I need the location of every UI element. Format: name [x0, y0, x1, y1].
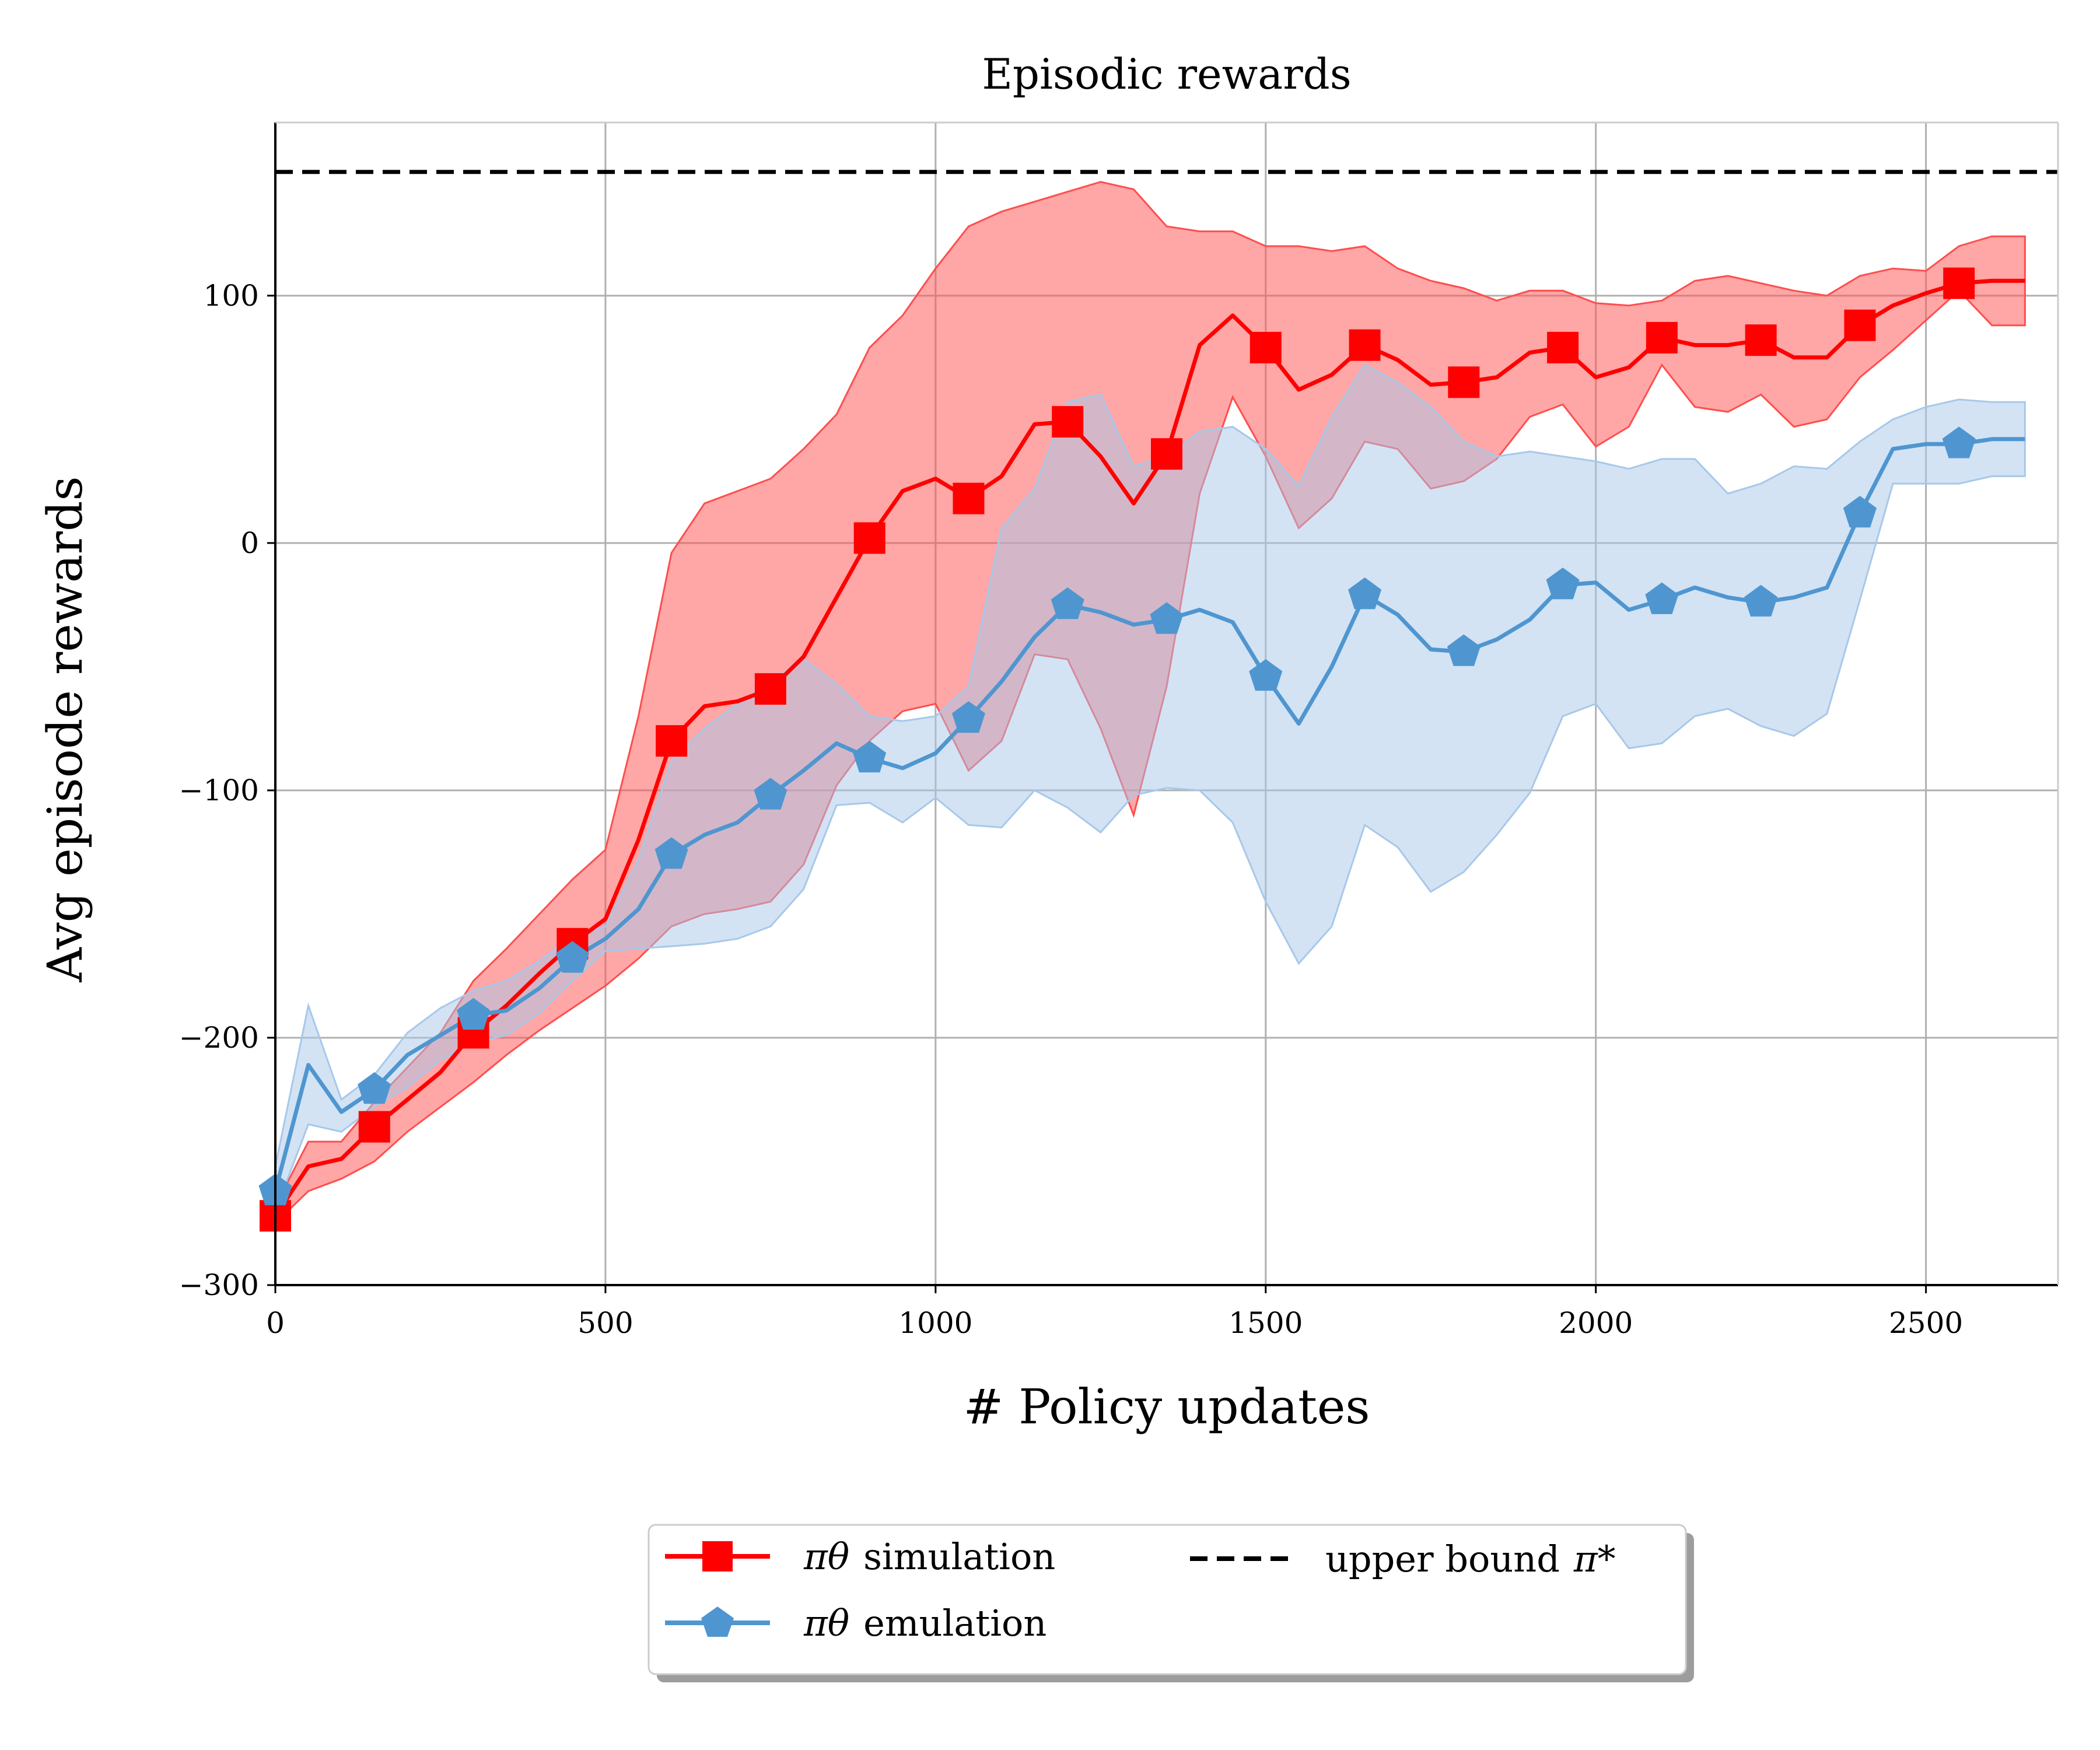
legend-symbol-simulation: πθ	[803, 1535, 849, 1578]
marker-square	[358, 1111, 390, 1143]
marker-pentagon	[555, 941, 589, 973]
marker-square	[1052, 406, 1084, 438]
marker-pentagon	[1150, 602, 1184, 634]
marker-pentagon	[1546, 568, 1580, 600]
marker-pentagon	[1348, 577, 1382, 610]
marker-square	[853, 522, 886, 554]
axes	[267, 121, 2059, 1293]
legend-text-upper-bound: upper bound	[1325, 1538, 1560, 1580]
marker-square	[953, 482, 985, 514]
marker-square	[1151, 438, 1182, 470]
marker-pentagon	[1447, 634, 1480, 666]
marker-square	[754, 673, 786, 705]
confidence-bands	[274, 181, 2026, 1226]
marker-pentagon	[1942, 426, 1976, 459]
svg-text:upper bound π*: upper bound π*	[1325, 1538, 1616, 1580]
x-tick-label: 2500	[1889, 1306, 1963, 1340]
x-tick-label: 1000	[898, 1306, 972, 1340]
legend-marker-emulation	[701, 1606, 734, 1637]
chart-title: Episodic rewards	[982, 50, 1351, 99]
legend-text-emulation: emulation	[863, 1602, 1046, 1644]
marker-pentagon	[1843, 496, 1877, 528]
series-markers	[258, 267, 1976, 1232]
marker-square	[1943, 267, 1975, 299]
x-tick-label: 500	[578, 1306, 633, 1340]
y-axis-label: Avg episode rewards	[38, 476, 93, 982]
y-tick-label: −300	[179, 1268, 259, 1302]
marker-square	[1349, 329, 1381, 361]
marker-pentagon	[1645, 582, 1679, 614]
legend-item-simulation: πθ simulation	[665, 1535, 1055, 1578]
legend-item-upper-bound: upper bound π*	[1190, 1538, 1616, 1580]
legend-symbol-upper-bound: π*	[1573, 1538, 1616, 1580]
legend: πθ simulation πθ emulation upper bound π…	[648, 1524, 1694, 1682]
marker-square	[656, 725, 688, 757]
marker-square	[1844, 309, 1876, 341]
marker-square	[1250, 331, 1282, 363]
marker-square	[1646, 321, 1678, 354]
marker-pentagon	[1744, 584, 1778, 617]
marker-pentagon	[654, 837, 688, 869]
y-tick-label: 100	[204, 279, 259, 313]
marker-pentagon	[358, 1072, 391, 1104]
legend-text-simulation: simulation	[863, 1535, 1055, 1578]
x-tick-label: 1500	[1228, 1306, 1303, 1340]
x-axis-label: # Policy updates	[964, 1380, 1370, 1435]
marker-pentagon	[951, 701, 985, 733]
legend-marker-simulation	[702, 1541, 733, 1572]
band-emulation	[274, 363, 2026, 1212]
x-tick-label: 0	[266, 1306, 285, 1340]
svg-text:πθ emulation: πθ emulation	[803, 1602, 1046, 1644]
marker-pentagon	[1249, 659, 1283, 691]
marker-square	[1448, 366, 1480, 398]
y-tick-label: −100	[179, 774, 259, 807]
marker-pentagon	[457, 998, 491, 1030]
legend-box	[648, 1524, 1687, 1675]
marker-pentagon	[853, 740, 887, 773]
y-tick-label: 0	[240, 526, 259, 560]
legend-symbol-emulation: πθ	[803, 1602, 849, 1644]
tick-labels: 0 500 1000 1500 2000 2500 −300 −200 −100 0 100	[179, 279, 1964, 1340]
x-tick-label: 2000	[1559, 1306, 1633, 1340]
y-tick-label: −200	[179, 1021, 259, 1055]
marker-pentagon	[1051, 587, 1084, 620]
svg-text:πθ simulation: πθ simulation	[803, 1535, 1055, 1578]
marker-pentagon	[754, 778, 788, 810]
marker-square	[1745, 324, 1777, 356]
legend-item-emulation: πθ emulation	[665, 1602, 1046, 1644]
marker-square	[1547, 331, 1579, 363]
